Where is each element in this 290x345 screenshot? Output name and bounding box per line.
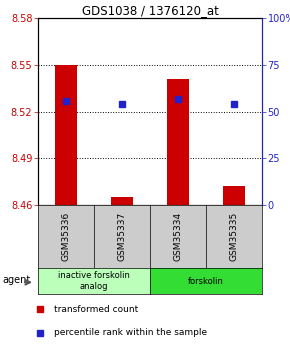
Bar <box>167 79 189 205</box>
Text: agent: agent <box>2 275 30 285</box>
Text: inactive forskolin
analog: inactive forskolin analog <box>58 271 130 291</box>
Bar <box>223 186 245 205</box>
Text: percentile rank within the sample: percentile rank within the sample <box>54 328 207 337</box>
Text: transformed count: transformed count <box>54 305 138 314</box>
Text: GSM35336: GSM35336 <box>61 212 70 261</box>
Text: GSM35337: GSM35337 <box>117 212 126 261</box>
Bar <box>111 197 133 205</box>
Text: GSM35335: GSM35335 <box>229 212 238 261</box>
Bar <box>55 65 77 205</box>
Title: GDS1038 / 1376120_at: GDS1038 / 1376120_at <box>81 4 218 17</box>
Text: forskolin: forskolin <box>188 276 224 286</box>
Text: GSM35334: GSM35334 <box>173 212 182 261</box>
